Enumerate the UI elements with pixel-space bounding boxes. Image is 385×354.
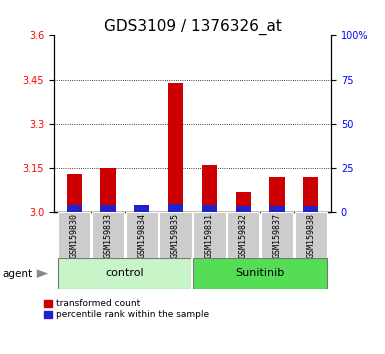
Text: GSM159832: GSM159832	[239, 213, 248, 258]
Bar	[58, 212, 90, 258]
Bar	[236, 206, 251, 212]
Bar	[67, 205, 82, 212]
Text: GSM159833: GSM159833	[104, 213, 112, 258]
Text: Sunitinib: Sunitinib	[236, 268, 285, 279]
Text: GSM159831: GSM159831	[205, 213, 214, 258]
Bar	[168, 204, 183, 212]
Title: GDS3109 / 1376326_at: GDS3109 / 1376326_at	[104, 19, 281, 35]
Bar	[100, 205, 115, 212]
Bar	[58, 258, 192, 289]
Bar	[236, 192, 251, 212]
Bar	[303, 206, 318, 212]
Text: GSM159837: GSM159837	[273, 213, 281, 258]
Bar	[92, 212, 124, 258]
Text: GSM159835: GSM159835	[171, 213, 180, 258]
Text: agent: agent	[2, 269, 32, 279]
Bar	[202, 165, 217, 212]
Bar	[193, 258, 327, 289]
Bar	[270, 177, 285, 212]
Text: GSM159834: GSM159834	[137, 213, 146, 258]
Bar	[134, 205, 149, 212]
Bar	[126, 212, 158, 258]
Bar	[227, 212, 259, 258]
Bar	[159, 212, 192, 258]
Bar	[193, 212, 226, 258]
Bar	[202, 205, 217, 212]
Text: GSM159830: GSM159830	[70, 213, 79, 258]
Bar	[261, 212, 293, 258]
Bar	[67, 174, 82, 212]
Bar	[168, 82, 183, 212]
Bar	[303, 177, 318, 212]
Polygon shape	[37, 269, 48, 278]
Bar	[295, 212, 327, 258]
Bar	[100, 168, 115, 212]
Bar	[270, 206, 285, 212]
Bar	[134, 206, 149, 212]
Text: control: control	[105, 268, 144, 279]
Legend: transformed count, percentile rank within the sample: transformed count, percentile rank withi…	[43, 298, 210, 320]
Text: GSM159838: GSM159838	[306, 213, 315, 258]
